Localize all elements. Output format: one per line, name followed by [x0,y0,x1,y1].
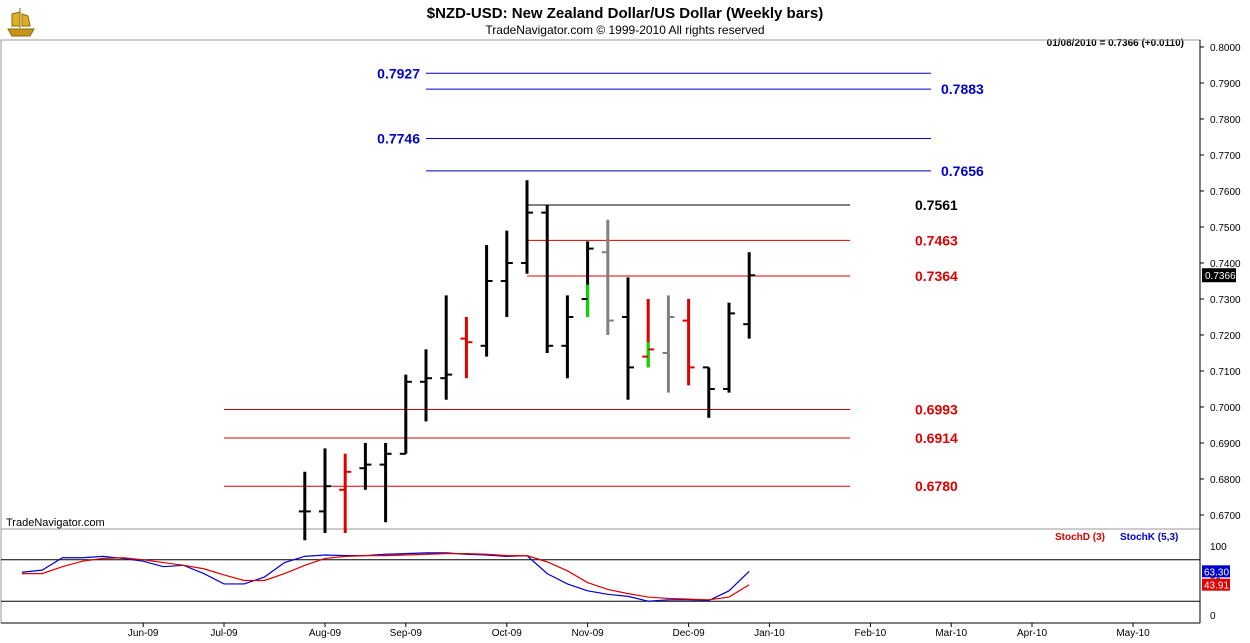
y-tick-label: 0.7400 [1210,259,1241,270]
y-tick-label: 0.8000 [1210,43,1241,54]
ohlc-bar [581,241,594,317]
level-label: 0.7364 [915,268,958,284]
ohlc-bar [339,453,352,533]
level-label: 0.7746 [377,130,420,146]
bars-layer [298,180,756,541]
level-label: 0.7927 [377,65,420,81]
stochd-value-label: 43.91 [1204,581,1229,592]
legend-stochd: StochD (3) [1055,532,1105,543]
x-tick-label: Oct-09 [492,628,522,639]
level-label: 0.6914 [915,430,958,446]
x-tick-label: Jan-10 [754,628,785,639]
x-tick-label: May-10 [1116,628,1150,639]
chart-subtitle: TradeNavigator.com © 1999-2010 All right… [485,23,764,37]
ohlc-bar [319,448,331,533]
ohlc-bar [399,374,412,455]
y-tick-label: 0.7500 [1210,223,1241,234]
level-label: 0.7463 [915,232,958,248]
stoch-y-tick-label: 100 [1210,542,1227,553]
price-panel [0,39,1201,530]
y-tick-label: 0.7000 [1210,403,1241,414]
sailing-ship-icon [7,8,35,37]
ohlc-bar [561,295,574,379]
y-tick-label: 0.7100 [1210,367,1241,378]
y-tick-label: 0.7900 [1210,79,1241,90]
ohlc-bar [682,299,695,386]
ohlc-bar [702,366,715,418]
stochd-value-box [1202,578,1230,591]
x-tick-label: Sep-09 [390,628,423,639]
legend-stochk: StochK (5,3) [1120,532,1178,543]
stochk-value-box [1202,565,1230,578]
ohlc-bar [521,180,533,274]
y-tick-label: 0.7600 [1210,187,1241,198]
ohlc-bar [662,295,675,393]
ohlc-bar [440,295,453,400]
y-tick-label: 0.7700 [1210,151,1241,162]
x-tick-label: Nov-09 [571,628,604,639]
x-tick-label: Dec-09 [672,628,705,639]
ohlc-bar [460,317,473,379]
ohlc-bar [601,219,614,335]
ohlc-bar [420,349,432,422]
stoch-y-tick-label: 0 [1210,611,1216,622]
stoch-series-line [21,552,750,602]
stoch-panel [0,528,1201,624]
level-label: 0.6780 [915,478,958,494]
x-tick-label: Apr-10 [1017,628,1047,639]
ohlc-bar [743,252,756,339]
levels-layer: 0.7927 0.7883 0.7746 0.7656 0.7561 0.7463 0.73… [224,65,984,494]
y-tick-label: 0.7200 [1210,331,1241,342]
ohlc-bar [298,471,311,541]
level-label: 0.7656 [941,163,984,179]
x-tick-label: Feb-10 [855,628,887,639]
x-tick-label: Mar-10 [935,628,967,639]
ohlc-bar [723,302,735,393]
watermark-text: TradeNavigator.com [6,517,105,529]
last-quote-text: 01/08/2010 = 0.7366 (+0.0110) [1047,38,1184,49]
ohlc-bar [500,230,513,317]
last-price-label: 0.7366 [1205,271,1236,282]
y-axis: 0.8000 0.7900 0.7800 0.7700 0.7600 0.7500 0.74… [1200,43,1241,622]
stoch-layer: StochD (3) StochK (5,3) 63.30 43.91 [1,532,1230,602]
ohlc-bar [480,245,493,357]
x-tick-label: Jul-09 [210,628,238,639]
x-axis: Jun-09 Jul-09 Aug-09 Sep-09 Oct-09 Nov-09 Dec-… [128,623,1150,639]
y-tick-label: 0.6700 [1210,511,1241,522]
last-price-box [1202,268,1236,283]
y-tick-label: 0.7800 [1210,115,1241,126]
ohlc-bar [622,277,634,400]
x-tick-label: Jun-09 [128,628,159,639]
stochk-value-label: 63.30 [1204,567,1229,578]
y-tick-label: 0.6800 [1210,475,1241,486]
level-label: 0.7883 [941,81,984,97]
level-label: 0.7561 [915,197,958,213]
ohlc-bar [642,299,655,368]
ohlc-bar [541,205,554,353]
stoch-series-line [22,552,750,601]
level-label: 0.6993 [915,402,958,418]
ohlc-bar [359,443,372,490]
y-tick-label: 0.6900 [1210,439,1241,450]
y-tick-label: 0.7300 [1210,295,1241,306]
chart-title: $NZD-USD: New Zealand Dollar/US Dollar (… [427,5,823,22]
x-tick-label: Aug-09 [309,628,342,639]
ohlc-bar [379,443,392,523]
